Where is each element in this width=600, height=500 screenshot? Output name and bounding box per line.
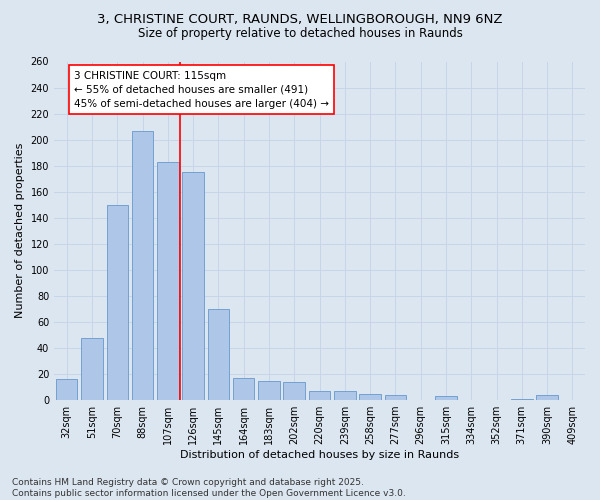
Text: 3, CHRISTINE COURT, RAUNDS, WELLINGBOROUGH, NN9 6NZ: 3, CHRISTINE COURT, RAUNDS, WELLINGBOROU… — [97, 12, 503, 26]
Bar — [385, 395, 406, 400]
Bar — [56, 379, 77, 400]
Bar — [511, 399, 533, 400]
Bar — [283, 382, 305, 400]
Bar — [157, 162, 179, 400]
Bar — [536, 395, 558, 400]
Bar — [107, 204, 128, 400]
Bar — [435, 396, 457, 400]
Y-axis label: Number of detached properties: Number of detached properties — [15, 143, 25, 318]
Bar — [132, 130, 153, 400]
Text: 3 CHRISTINE COURT: 115sqm
← 55% of detached houses are smaller (491)
45% of semi: 3 CHRISTINE COURT: 115sqm ← 55% of detac… — [74, 70, 329, 108]
Bar — [81, 338, 103, 400]
Bar — [334, 391, 356, 400]
Bar — [208, 309, 229, 400]
Bar — [359, 394, 381, 400]
Text: Contains HM Land Registry data © Crown copyright and database right 2025.
Contai: Contains HM Land Registry data © Crown c… — [12, 478, 406, 498]
Bar — [182, 172, 204, 400]
Bar — [258, 380, 280, 400]
Bar — [309, 391, 330, 400]
Bar — [233, 378, 254, 400]
Text: Size of property relative to detached houses in Raunds: Size of property relative to detached ho… — [137, 28, 463, 40]
X-axis label: Distribution of detached houses by size in Raunds: Distribution of detached houses by size … — [180, 450, 459, 460]
